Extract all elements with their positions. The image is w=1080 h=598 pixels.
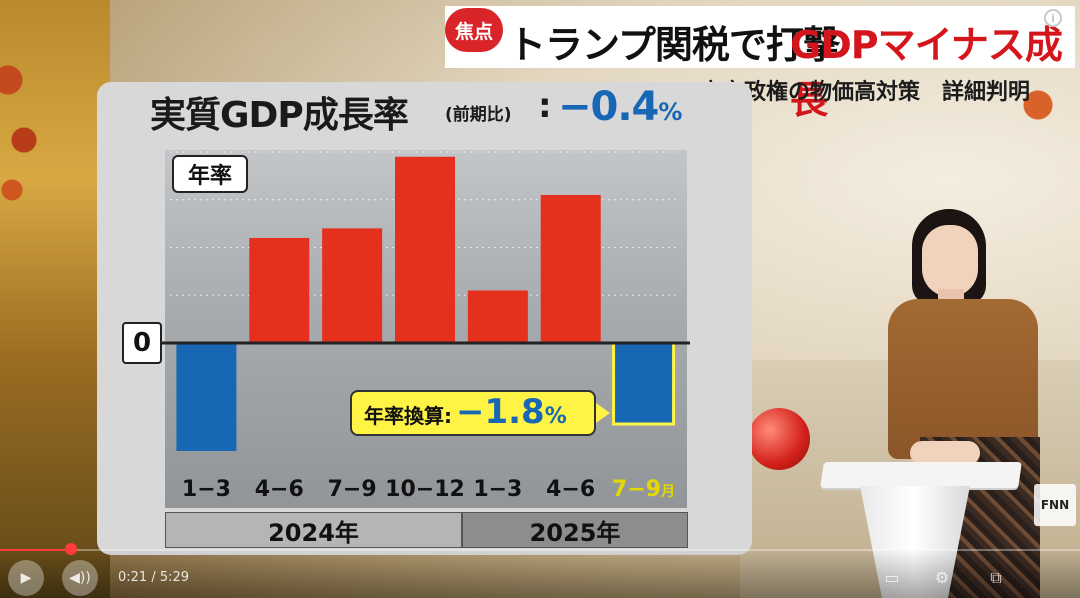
pip-icon[interactable]: ⧉ [990, 568, 1002, 587]
volume-button[interactable]: ◀)) [62, 560, 98, 596]
x-tick-text: 7−9 [327, 477, 377, 502]
x-tick-label: 7−9 [312, 477, 392, 502]
autumn-leaves-decoration [0, 20, 40, 220]
x-tick-text: 7−9 [612, 477, 662, 502]
subtitles-icon[interactable]: ▭ [884, 568, 900, 587]
headline-accent-text: GDPマイナス成長 [790, 23, 1063, 122]
fnn-logo: FNN [1034, 484, 1076, 526]
headline-value-number: −0.4 [558, 84, 659, 130]
x-tick-label: 4−6 [239, 477, 319, 502]
annualized-label: 年率 [172, 155, 248, 193]
progress-track[interactable] [0, 549, 1080, 551]
red-ball-prop [748, 408, 810, 470]
play-button[interactable]: ▶ [8, 560, 44, 596]
x-tick-text: 4−6 [546, 477, 596, 502]
year-label-2024: 2024年 [165, 512, 462, 548]
chart-title-colon: : [538, 86, 552, 126]
zero-axis-label: 0 [122, 322, 162, 364]
callout-value-unit: % [544, 404, 567, 429]
headline-value-unit: % [658, 98, 682, 126]
presenter-shirt [888, 299, 1038, 459]
bar-6 [612, 341, 676, 426]
x-tick-text: 10−12 [385, 477, 465, 502]
callout-value-number: −1.8 [456, 392, 545, 432]
x-tick-label: 1−3 [458, 477, 538, 502]
bar-1 [249, 237, 310, 343]
x-tick-unit: 月 [661, 484, 676, 500]
settings-icon[interactable]: ⚙ [934, 568, 950, 587]
x-tick-label: 4−6 [531, 477, 611, 502]
player-control-bar [0, 548, 1080, 598]
callout-value: −1.8% [456, 392, 567, 432]
callout-pointer [596, 403, 610, 423]
chart-title: 実質GDP成長率 [150, 95, 409, 136]
playback-time: 0:21 / 5:29 [118, 570, 190, 585]
headline-banner [445, 6, 1075, 68]
play-icon: ▶ [20, 570, 32, 586]
subtitle-text: 高市政権の物価高対策 詳細判明 [700, 80, 1031, 105]
x-tick-label: 1−3 [166, 477, 246, 502]
annualized-callout: 年率換算: −1.8% [350, 390, 596, 436]
headline-text: トランプ関税で打撃 [508, 23, 841, 67]
presenter-hands [910, 441, 980, 465]
focus-badge: 焦点 [445, 8, 503, 52]
x-tick-text: 1−3 [181, 477, 231, 502]
x-tick-text: 4−6 [254, 477, 304, 502]
chart-title-note: (前期比) [445, 105, 512, 125]
bar-4 [467, 290, 528, 343]
callout-label: 年率換算: [364, 404, 452, 428]
volume-icon: ◀)) [69, 570, 91, 586]
x-tick-label: 10−12 [385, 477, 465, 502]
year-label-2025: 2025年 [462, 512, 688, 548]
x-tick-text: 1−3 [473, 477, 523, 502]
progress-handle[interactable] [65, 543, 78, 555]
bar-2 [322, 228, 383, 343]
progress-fill [0, 549, 72, 551]
bar-0 [176, 343, 237, 451]
info-icon[interactable]: i [1044, 9, 1062, 27]
x-tick-label: 7−9月 [604, 477, 684, 502]
bar-5 [540, 194, 601, 343]
presenter-face [922, 225, 978, 297]
chart-headline-value: −0.4% [558, 84, 682, 130]
bar-3 [395, 156, 455, 343]
